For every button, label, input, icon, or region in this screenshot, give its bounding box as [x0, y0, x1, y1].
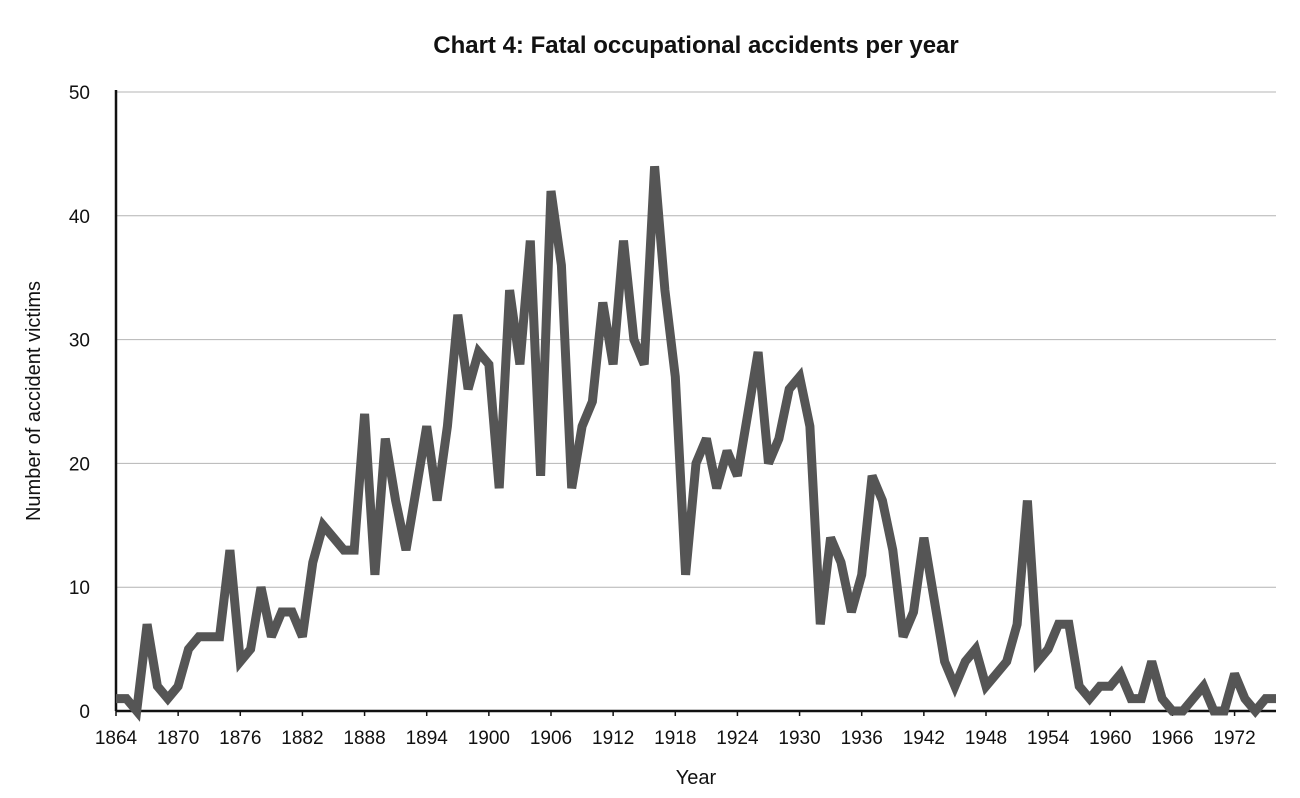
x-tick-label: 1894: [406, 728, 449, 749]
x-tick-label: 1888: [343, 728, 385, 749]
x-tick-label: 1972: [1213, 728, 1255, 749]
series-line: [116, 165, 1276, 722]
x-tick-label: 1960: [1089, 728, 1131, 749]
x-tick-labels: 1864 1870 1876 1882 1888 1894 1900 1906 1912 1918…: [95, 728, 1256, 749]
x-tick-label: 1966: [1151, 728, 1193, 749]
x-tick-label: 1876: [219, 728, 261, 749]
series-layer: [115, 165, 1277, 722]
y-axis-title: Number of accident victims: [23, 281, 45, 521]
x-tick-label: 1870: [157, 728, 199, 749]
y-tick-label: 10: [69, 578, 90, 599]
x-tick-label: 1900: [468, 728, 510, 749]
x-tick-label: 1882: [281, 728, 323, 749]
x-tick-label: 1930: [778, 728, 820, 749]
chart-title: Chart 4: Fatal occupational accidents pe…: [433, 32, 959, 59]
gridlines: [116, 91, 1276, 588]
x-tick-label: 1864: [95, 728, 138, 749]
y-tick-label: 50: [69, 83, 90, 104]
x-tick-label: 1918: [654, 728, 696, 749]
x-axis-title: Year: [676, 767, 717, 789]
y-tick-label: 30: [69, 331, 90, 352]
x-tick-label: 1948: [965, 728, 1007, 749]
y-tick-label: 40: [69, 207, 90, 228]
y-tick-label: 0: [79, 702, 90, 723]
axes: [114, 90, 1276, 716]
x-tick-label: 1936: [841, 728, 883, 749]
x-tick-label: 1942: [903, 728, 945, 749]
y-tick-labels: 0 10 20 30 40 50: [69, 83, 90, 723]
x-tick-label: 1906: [530, 728, 572, 749]
x-tick-label: 1912: [592, 728, 634, 749]
x-tick-label: 1954: [1027, 728, 1070, 749]
x-tick-label: 1924: [716, 728, 759, 749]
y-tick-label: 20: [69, 454, 90, 475]
